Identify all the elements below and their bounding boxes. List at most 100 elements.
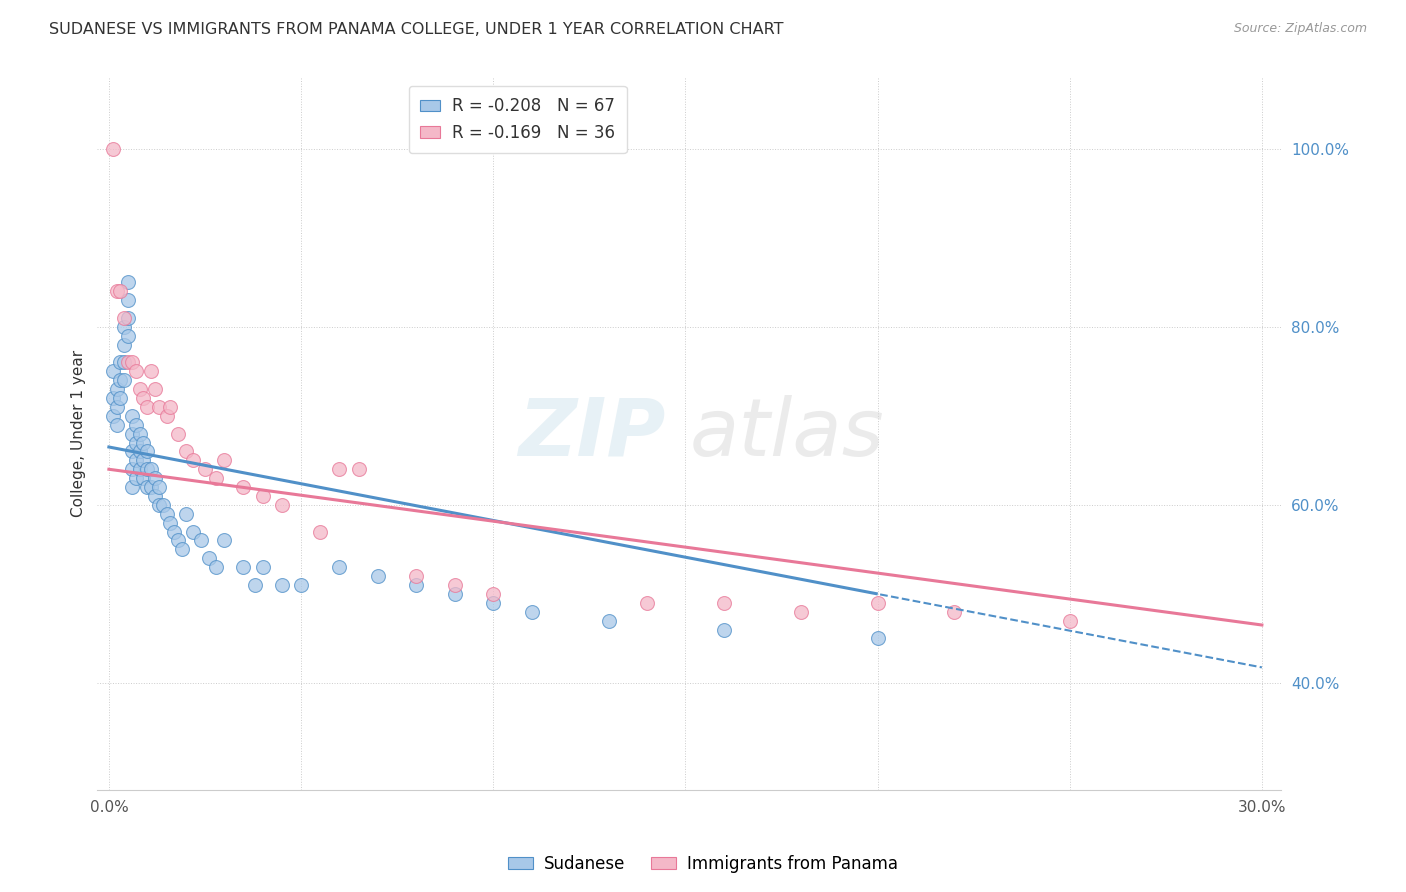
Point bbox=[443, 578, 465, 592]
Point bbox=[105, 284, 128, 298]
Point bbox=[101, 142, 124, 156]
Point bbox=[101, 409, 124, 423]
Point bbox=[128, 382, 150, 396]
Point bbox=[121, 462, 143, 476]
Point bbox=[125, 453, 148, 467]
Point bbox=[270, 498, 292, 512]
Point bbox=[121, 444, 143, 458]
Point bbox=[866, 596, 889, 610]
Point bbox=[105, 382, 128, 396]
Point bbox=[112, 319, 135, 334]
Point bbox=[520, 605, 543, 619]
Point bbox=[167, 533, 190, 548]
Point bbox=[136, 480, 159, 494]
Point bbox=[105, 400, 128, 414]
Point bbox=[110, 373, 132, 387]
Point bbox=[155, 409, 177, 423]
Point bbox=[105, 417, 128, 432]
Point bbox=[141, 480, 163, 494]
Point bbox=[163, 524, 186, 539]
Y-axis label: College, Under 1 year: College, Under 1 year bbox=[72, 350, 86, 517]
Point bbox=[205, 560, 228, 574]
Point bbox=[212, 533, 235, 548]
Point bbox=[132, 391, 155, 405]
Point bbox=[148, 400, 170, 414]
Text: Source: ZipAtlas.com: Source: ZipAtlas.com bbox=[1233, 22, 1367, 36]
Point bbox=[136, 400, 159, 414]
Legend: Sudanese, Immigrants from Panama: Sudanese, Immigrants from Panama bbox=[501, 848, 905, 880]
Point bbox=[143, 489, 166, 503]
Point bbox=[121, 426, 143, 441]
Point bbox=[252, 489, 274, 503]
Point bbox=[152, 498, 174, 512]
Point bbox=[148, 480, 170, 494]
Point bbox=[136, 462, 159, 476]
Point bbox=[713, 596, 735, 610]
Point bbox=[148, 498, 170, 512]
Point bbox=[110, 355, 132, 369]
Point bbox=[155, 507, 177, 521]
Point bbox=[117, 355, 139, 369]
Point bbox=[128, 444, 150, 458]
Point bbox=[405, 569, 427, 583]
Point bbox=[125, 471, 148, 485]
Point bbox=[141, 364, 163, 378]
Point bbox=[167, 426, 190, 441]
Point bbox=[190, 533, 212, 548]
Point bbox=[117, 310, 139, 325]
Point bbox=[194, 462, 217, 476]
Text: atlas: atlas bbox=[689, 394, 884, 473]
Point bbox=[128, 462, 150, 476]
Point bbox=[367, 569, 389, 583]
Point bbox=[174, 444, 197, 458]
Point bbox=[117, 293, 139, 307]
Point bbox=[174, 507, 197, 521]
Point bbox=[328, 462, 350, 476]
Point bbox=[110, 391, 132, 405]
Point bbox=[159, 516, 181, 530]
Point bbox=[198, 551, 221, 566]
Point bbox=[110, 284, 132, 298]
Point bbox=[443, 587, 465, 601]
Point bbox=[112, 373, 135, 387]
Point bbox=[132, 471, 155, 485]
Point bbox=[232, 480, 254, 494]
Point bbox=[141, 462, 163, 476]
Point bbox=[866, 632, 889, 646]
Point bbox=[170, 542, 193, 557]
Point bbox=[117, 275, 139, 289]
Point bbox=[252, 560, 274, 574]
Point bbox=[347, 462, 370, 476]
Point bbox=[636, 596, 658, 610]
Point bbox=[125, 435, 148, 450]
Point bbox=[212, 453, 235, 467]
Point bbox=[112, 337, 135, 351]
Point bbox=[125, 364, 148, 378]
Point bbox=[132, 453, 155, 467]
Point bbox=[143, 471, 166, 485]
Point bbox=[143, 382, 166, 396]
Point bbox=[128, 426, 150, 441]
Point bbox=[943, 605, 966, 619]
Point bbox=[232, 560, 254, 574]
Point bbox=[205, 471, 228, 485]
Point bbox=[112, 355, 135, 369]
Point bbox=[482, 596, 505, 610]
Point bbox=[101, 391, 124, 405]
Point bbox=[125, 417, 148, 432]
Point bbox=[290, 578, 312, 592]
Point bbox=[243, 578, 266, 592]
Point bbox=[270, 578, 292, 592]
Point bbox=[121, 355, 143, 369]
Point bbox=[598, 614, 620, 628]
Point bbox=[101, 364, 124, 378]
Legend: R = -0.208   N = 67, R = -0.169   N = 36: R = -0.208 N = 67, R = -0.169 N = 36 bbox=[409, 86, 627, 153]
Point bbox=[136, 444, 159, 458]
Point bbox=[482, 587, 505, 601]
Point bbox=[183, 524, 205, 539]
Point bbox=[713, 623, 735, 637]
Point bbox=[132, 435, 155, 450]
Point bbox=[328, 560, 350, 574]
Point bbox=[183, 453, 205, 467]
Point bbox=[405, 578, 427, 592]
